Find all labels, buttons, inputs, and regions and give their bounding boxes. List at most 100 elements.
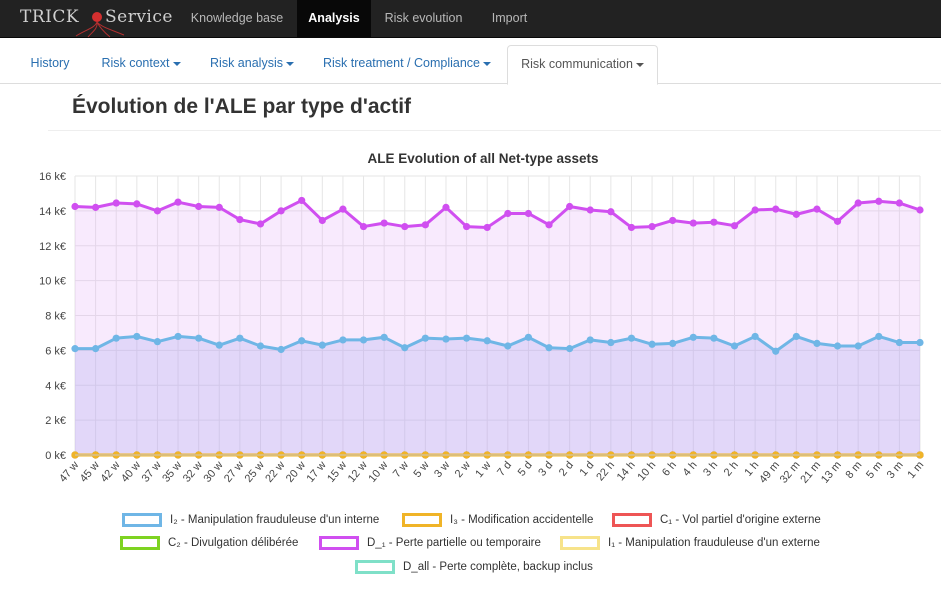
legend-swatch xyxy=(120,536,160,550)
data-point xyxy=(648,222,656,231)
series-area xyxy=(75,336,920,455)
data-point xyxy=(133,200,141,208)
data-point xyxy=(298,196,306,205)
brand-dot-icon xyxy=(92,12,102,22)
nav-knowledge-base[interactable]: Knowledge base xyxy=(190,11,284,25)
series-area xyxy=(75,200,920,455)
data-point xyxy=(586,206,594,214)
title-divider xyxy=(48,130,941,131)
x-tick-label: 35 w xyxy=(160,459,184,485)
data-point xyxy=(833,342,842,350)
tab-risk-communication-label: Risk communication xyxy=(521,57,633,71)
y-tick-label: 4 k€ xyxy=(45,380,66,392)
x-tick-label: 2 h xyxy=(722,459,741,478)
data-point xyxy=(854,199,862,207)
y-tick-label: 2 k€ xyxy=(45,415,66,427)
x-tick-label: 27 w xyxy=(222,459,246,485)
x-tick-label: 4 h xyxy=(681,459,700,478)
data-point xyxy=(153,207,162,215)
ale-evolution-chart: ALE Evolution of all Net-type assets 0 k… xyxy=(39,151,926,486)
data-point xyxy=(483,223,491,232)
legend-swatch xyxy=(402,513,442,527)
brand-roots-icon xyxy=(75,22,125,38)
data-point xyxy=(772,347,780,355)
legend-label: C₁ - Vol partiel d'origine externe xyxy=(660,514,821,526)
data-point xyxy=(730,222,739,230)
legend-swatch xyxy=(612,513,652,527)
legend-swatch xyxy=(355,560,395,574)
data-point xyxy=(875,197,883,205)
data-point xyxy=(92,345,100,353)
x-tick-label: 3 m xyxy=(885,459,906,481)
x-tick-label: 30 w xyxy=(201,459,225,485)
tab-history[interactable]: History xyxy=(18,45,82,84)
y-tick-label: 6 k€ xyxy=(45,345,66,357)
data-point xyxy=(462,334,471,342)
x-tick-label: 42 w xyxy=(98,459,122,485)
data-point xyxy=(318,216,326,225)
chevron-down-icon xyxy=(635,62,644,67)
data-point xyxy=(792,332,800,341)
x-tick-label: 3 w xyxy=(432,459,452,480)
x-tick-label: 45 w xyxy=(78,459,102,485)
x-tick-label: 10 h xyxy=(635,459,658,483)
data-point xyxy=(854,342,862,350)
chevron-down-icon xyxy=(172,61,181,66)
data-point xyxy=(401,344,409,352)
data-point xyxy=(318,341,326,349)
x-tick-label: 22 w xyxy=(263,459,287,485)
data-point xyxy=(71,345,79,353)
x-tick-label: 40 w xyxy=(119,459,143,485)
x-tick-label: 37 w xyxy=(140,459,164,485)
data-point xyxy=(195,334,203,342)
x-tick-label: 21 m xyxy=(798,459,823,485)
tab-risk-analysis[interactable]: Risk analysis xyxy=(202,45,302,84)
tab-risk-treatment-label: Risk treatment / Compliance xyxy=(322,56,480,70)
tab-risk-treatment-compliance[interactable]: Risk treatment / Compliance xyxy=(314,45,500,84)
y-tick-label: 8 k€ xyxy=(45,311,66,323)
data-point xyxy=(421,221,429,229)
x-tick-label: 8 m xyxy=(843,459,864,481)
y-tick-label: 0 k€ xyxy=(45,450,66,462)
data-point xyxy=(916,206,924,214)
x-tick-label: 22 h xyxy=(594,459,617,483)
data-point xyxy=(504,342,512,350)
legend-swatch xyxy=(122,513,162,527)
x-axis: 47 w45 w42 w40 w37 w35 w32 w30 w27 w25 w… xyxy=(57,454,926,486)
x-tick-label: 1 m xyxy=(905,459,926,481)
tab-history-label: History xyxy=(30,56,70,70)
data-point xyxy=(524,333,533,341)
legend-swatch xyxy=(560,536,600,550)
nav-analysis[interactable]: Analysis xyxy=(297,0,371,38)
x-tick-label: 6 h xyxy=(660,459,679,478)
nav-import[interactable]: Import xyxy=(491,11,528,25)
x-tick-label: 13 m xyxy=(819,459,844,485)
data-point xyxy=(380,333,388,341)
data-point xyxy=(359,336,368,344)
data-point xyxy=(751,206,759,214)
data-point xyxy=(380,219,388,227)
data-point xyxy=(133,332,141,341)
data-point xyxy=(916,338,924,347)
x-tick-label: 47 w xyxy=(57,459,81,485)
data-point xyxy=(442,335,450,343)
data-point xyxy=(401,222,409,231)
tab-risk-communication[interactable]: Risk communication xyxy=(507,45,658,85)
data-point xyxy=(833,217,842,225)
x-tick-label: 5 w xyxy=(411,459,431,480)
data-point xyxy=(689,219,697,227)
data-point xyxy=(813,339,821,347)
x-tick-label: 15 w xyxy=(325,459,349,485)
data-point xyxy=(607,208,615,216)
x-tick-label: 1 w xyxy=(473,459,493,480)
data-point xyxy=(236,334,244,342)
x-tick-label: 3 d xyxy=(536,459,555,478)
nav-risk-evolution[interactable]: Risk evolution xyxy=(384,11,463,25)
x-tick-label: 7 d xyxy=(495,459,514,478)
x-tick-label: 49 m xyxy=(757,459,782,485)
x-tick-label: 12 w xyxy=(346,459,370,485)
chart-areas xyxy=(75,200,920,455)
data-point xyxy=(112,199,120,207)
analysis-subnav: History Risk context Risk analysis Risk … xyxy=(0,39,941,85)
tab-risk-context[interactable]: Risk context xyxy=(92,45,190,84)
